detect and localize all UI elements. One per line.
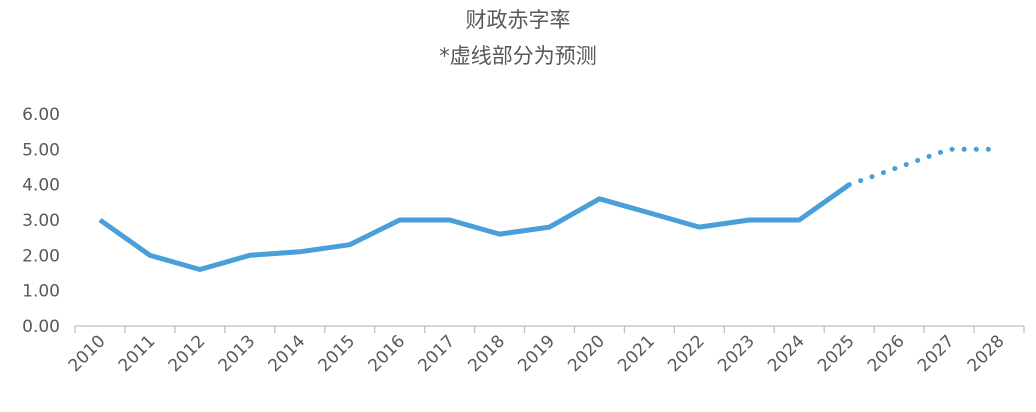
chart-title: 财政赤字率 (465, 8, 571, 32)
y-tick-label: 6.00 (22, 105, 60, 125)
x-tick-label: 2025 (814, 331, 859, 376)
chart-subtitle: *虚线部分为预测 (439, 44, 597, 68)
x-tick-label: 2013 (215, 331, 260, 376)
x-tick-label: 2022 (664, 331, 709, 376)
x-tick-label: 2023 (714, 331, 759, 376)
x-tick-label: 2011 (115, 331, 160, 376)
x-tick-label: 2021 (614, 331, 659, 376)
y-tick-label: 2.00 (22, 246, 60, 266)
x-tick-label: 2014 (265, 331, 310, 376)
x-tick-label: 2028 (964, 331, 1009, 376)
x-tick-label: 2027 (914, 331, 959, 376)
x-tick-label: 2017 (414, 331, 459, 376)
x-tick-label: 2026 (864, 331, 909, 376)
x-tick-label: 2024 (764, 331, 809, 376)
y-tick-label: 0.00 (22, 317, 60, 337)
y-tick-label: 4.00 (22, 176, 60, 196)
forecast-line (846, 146, 1002, 188)
y-tick-label: 5.00 (22, 140, 60, 160)
x-tick-label: 2016 (364, 331, 409, 376)
x-tick-label: 2019 (514, 331, 559, 376)
x-tick-label: 2015 (315, 331, 360, 376)
actual-line (98, 182, 851, 272)
x-tick-label: 2012 (165, 331, 210, 376)
y-tick-label: 1.00 (22, 282, 60, 302)
x-tick-label: 2020 (564, 331, 609, 376)
x-tick-label: 2010 (65, 331, 110, 376)
y-tick-label: 3.00 (22, 211, 60, 231)
x-tick-label: 2018 (464, 331, 509, 376)
